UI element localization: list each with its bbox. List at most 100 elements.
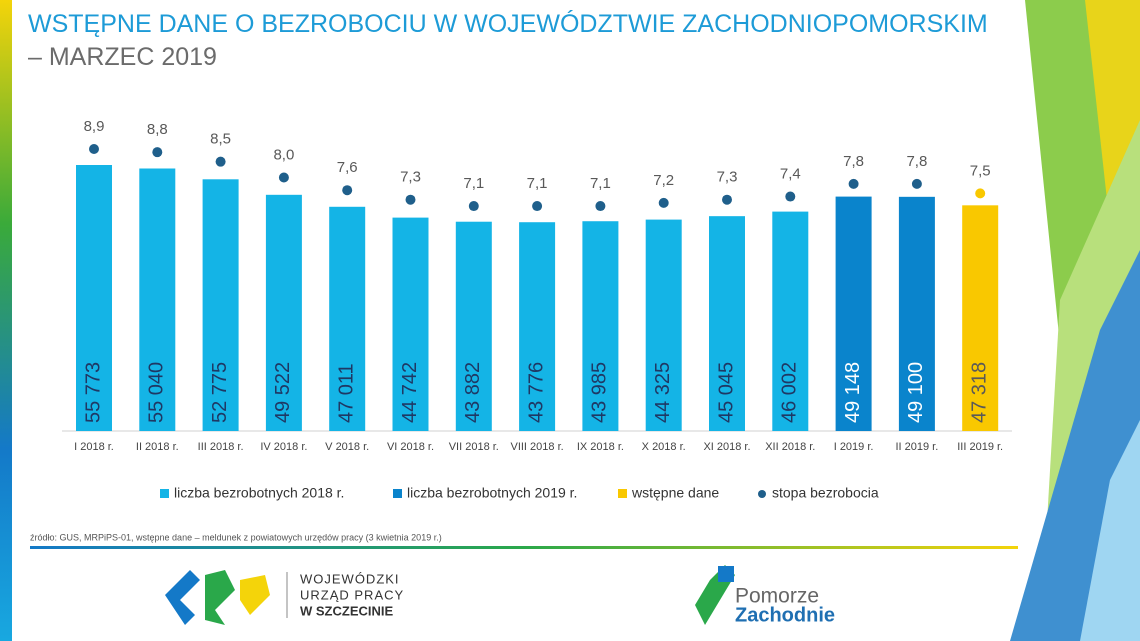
bar-value-label: 49 522 <box>272 362 294 423</box>
bar-value-label: 47 011 <box>335 363 357 423</box>
rate-label: 7,6 <box>337 159 358 176</box>
bar <box>139 168 176 432</box>
rate-label: 7,3 <box>400 169 421 186</box>
x-tick-label: I 2019 r. <box>834 441 874 453</box>
rate-dot <box>848 178 859 189</box>
rate-label: 7,8 <box>906 153 927 170</box>
rate-label: 8,0 <box>273 146 294 163</box>
deco <box>1080 420 1140 641</box>
rate-label: 8,8 <box>147 121 168 138</box>
bar <box>455 221 492 431</box>
rate-dot <box>342 185 353 196</box>
rate-label: 7,1 <box>463 175 484 192</box>
legend-label: wstępne dane <box>631 485 719 501</box>
bar <box>329 206 366 431</box>
logo-text: Zachodnie <box>735 604 835 626</box>
logo-text: WOJEWÓDZKI <box>300 571 400 586</box>
rate-dot <box>785 191 796 202</box>
rate-dot <box>911 178 922 189</box>
rate-label: 7,4 <box>780 165 801 182</box>
bar-value-label: 49 148 <box>842 362 864 423</box>
bar-value-label: 43 882 <box>462 362 484 423</box>
bar-value-label: 52 775 <box>209 362 231 423</box>
rate-label: 7,3 <box>717 169 738 186</box>
rate-dot <box>658 197 669 208</box>
rate-label: 7,1 <box>590 175 611 192</box>
rate-label: 7,2 <box>653 172 674 189</box>
rate-dot <box>468 201 479 212</box>
logo-text: W SZCZECINIE <box>300 603 393 618</box>
bar <box>962 205 999 431</box>
bar-value-label: 43 985 <box>589 362 611 423</box>
rate-dot <box>152 147 163 158</box>
rate-label: 8,9 <box>84 118 105 135</box>
x-tick-label: III 2018 r. <box>198 441 244 453</box>
rate-label: 7,5 <box>970 162 991 179</box>
rate-dot <box>89 144 99 154</box>
legend-label: liczba bezrobotnych 2018 r. <box>174 485 344 501</box>
legend-marker <box>393 489 402 498</box>
chart-title: WSTĘPNE DANE O BEZROBOCIU W WOJEWÓDZTWIE… <box>28 10 988 38</box>
wup-logo: WOJEWÓDZKI URZĄD PRACY W SZCZECINIE <box>165 570 404 625</box>
x-tick-label: V 2018 r. <box>325 441 369 453</box>
bar-value-label: 44 325 <box>652 362 674 423</box>
bar-value-label: 45 045 <box>715 362 737 423</box>
logo-shape <box>240 575 270 615</box>
bar <box>645 219 682 431</box>
legend-marker <box>160 489 169 498</box>
divider <box>30 546 1018 549</box>
source-note: źródło: GUS, MRPiPS-01, wstępne dane – m… <box>30 532 442 542</box>
bar <box>202 179 239 431</box>
bar-value-label: 46 002 <box>779 362 801 423</box>
rate-label: 7,1 <box>527 175 548 192</box>
x-tick-label: IV 2018 r. <box>260 441 307 453</box>
logo-shape <box>718 566 734 582</box>
bar-value-label: 44 742 <box>399 362 421 423</box>
rate-label: 7,8 <box>843 153 864 170</box>
bar-value-label: 43 776 <box>525 362 547 423</box>
rate-label: 8,5 <box>210 131 231 148</box>
bar-value-label: 47 318 <box>968 362 990 423</box>
bar <box>392 217 429 431</box>
logo-shape <box>165 570 200 625</box>
bar <box>835 196 872 431</box>
rate-dot <box>722 194 732 205</box>
legend-label: stopa bezrobocia <box>772 485 879 501</box>
x-tick-label: VI 2018 r. <box>387 441 434 453</box>
left-strip <box>0 0 12 641</box>
pomorze-logo: Pomorze Zachodnie <box>695 565 835 626</box>
x-tick-label: II 2018 r. <box>136 441 179 453</box>
x-tick-label: VII 2018 r. <box>449 441 499 453</box>
logo-text: URZĄD PRACY <box>300 587 404 602</box>
bar <box>709 216 745 431</box>
bar-value-label: 55 040 <box>146 362 168 423</box>
legend-marker <box>758 490 766 498</box>
rate-dot <box>215 156 226 167</box>
x-tick-label: XI 2018 r. <box>703 441 750 453</box>
bar <box>898 196 935 431</box>
x-tick-label: X 2018 r. <box>642 441 686 453</box>
bar <box>582 221 619 431</box>
bar <box>519 222 556 431</box>
x-tick-label: III 2019 r. <box>957 441 1003 453</box>
rate-dot <box>405 194 416 205</box>
title: WSTĘPNE DANE O BEZROBOCIU W WOJEWÓDZTWIE… <box>28 8 988 74</box>
x-tick-label: VIII 2018 r. <box>510 441 563 453</box>
bar-value-label: 49 100 <box>905 362 927 423</box>
x-tick-label: II 2019 r. <box>895 441 938 453</box>
chart-subtitle: – MARZEC 2019 <box>28 43 217 71</box>
bar <box>265 194 302 431</box>
x-tick-label: I 2018 r. <box>74 441 114 453</box>
bar <box>76 165 112 431</box>
rate-dot <box>278 172 289 183</box>
logo-text: Pomorze <box>735 585 819 608</box>
logo-shape <box>205 570 235 625</box>
x-tick-label: IX 2018 r. <box>577 441 624 453</box>
bar-value-label: 55 773 <box>82 362 104 423</box>
legend-marker <box>618 489 627 498</box>
rate-dot <box>975 188 986 199</box>
rate-dot <box>532 201 543 212</box>
legend-label: liczba bezrobotnych 2019 r. <box>407 485 577 501</box>
